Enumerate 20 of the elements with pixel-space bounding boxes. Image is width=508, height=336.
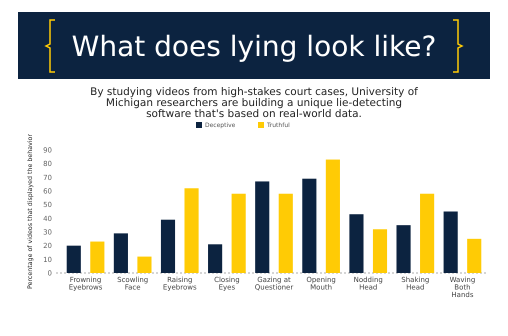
bar — [208, 244, 222, 273]
bar — [420, 194, 434, 273]
bar — [184, 188, 199, 273]
bar — [396, 225, 411, 273]
bar — [444, 212, 458, 273]
chart-subtitle: By studying videos from high-stakes court cases, University of Michigan researchers are building a unique lie-detecting software that's based on real-world data. — [90, 86, 418, 120]
bar — [160, 220, 176, 273]
bar — [90, 242, 104, 273]
bar — [66, 246, 81, 273]
bar — [278, 194, 293, 273]
bar — [255, 181, 270, 273]
bar — [349, 214, 364, 273]
bar — [137, 256, 152, 273]
bar — [232, 194, 246, 273]
bar — [326, 160, 340, 273]
bar — [302, 178, 316, 273]
chart-title: What does lying look like? — [72, 30, 436, 63]
bar — [467, 238, 482, 273]
bar — [114, 233, 128, 273]
bar — [372, 229, 388, 273]
